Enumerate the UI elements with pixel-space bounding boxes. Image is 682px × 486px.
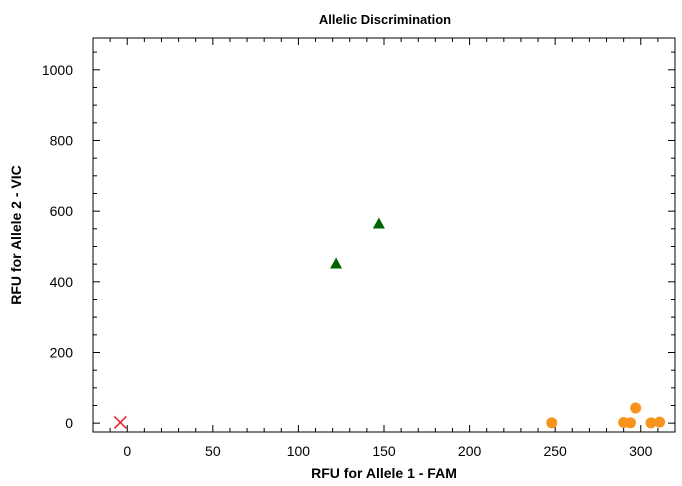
y-axis-label: RFU for Allele 2 - VIC [8, 165, 24, 305]
plot-area-frame [92, 37, 676, 433]
data-point-circle [624, 417, 636, 429]
y-tick-label: 0 [65, 415, 73, 431]
y-tick-label: 200 [50, 344, 74, 360]
x-stroke [113, 415, 127, 429]
x-axis: 0 50 100 150 200 250 300 [109, 38, 659, 459]
x-tick-label: 300 [629, 443, 653, 459]
x-tick-label: 150 [372, 443, 396, 459]
x-axis-label: RFU for Allele 1 - FAM [311, 465, 457, 481]
chart-title: Allelic Discrimination [319, 12, 451, 27]
y-tick-label: 1000 [42, 62, 73, 78]
data-point-triangle [372, 217, 385, 229]
y-tick-label: 400 [50, 274, 74, 290]
x-tick-label: 0 [123, 443, 131, 459]
data-point-circle [654, 416, 666, 428]
data-point-triangle [330, 257, 343, 269]
x-tick-label: 200 [458, 443, 482, 459]
y-tick-label: 600 [50, 203, 74, 219]
data-point-circle [630, 402, 642, 414]
y-axis: 0 200 400 600 800 1000 [42, 51, 675, 431]
data-point-x [113, 415, 127, 429]
x-tick-label: 50 [205, 443, 221, 459]
data-points [113, 217, 666, 429]
y-tick-label: 800 [50, 132, 74, 148]
x-tick-label: 250 [543, 443, 567, 459]
data-point-circle [546, 417, 558, 429]
data-point-circle [645, 417, 657, 429]
x-tick-label: 100 [287, 443, 311, 459]
